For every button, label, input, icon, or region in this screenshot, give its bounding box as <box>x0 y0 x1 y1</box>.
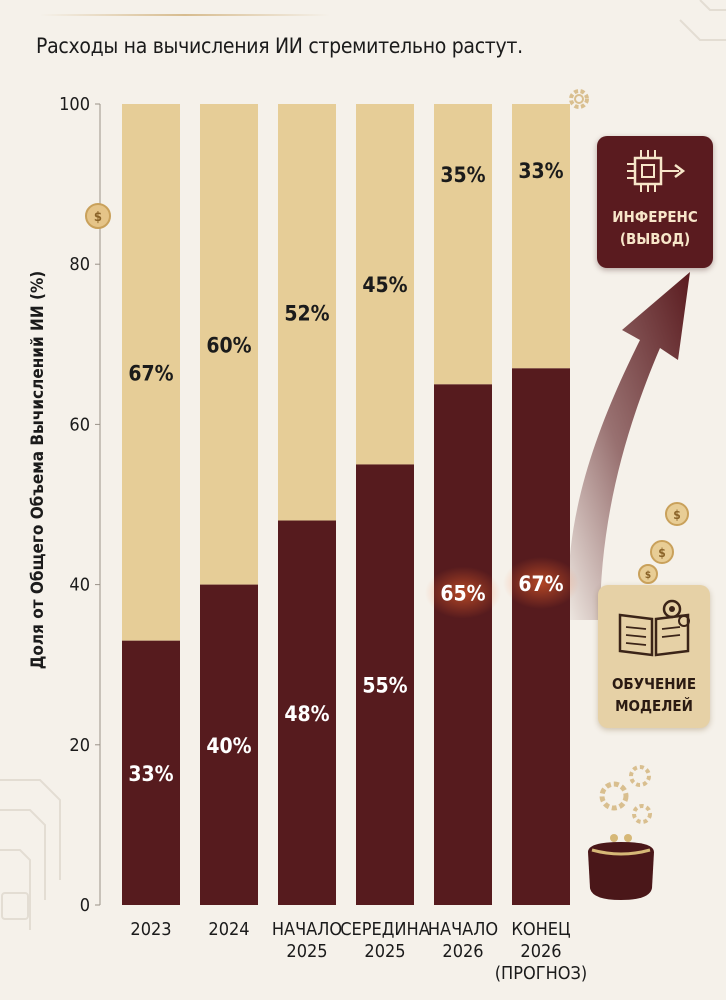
x-tick-label: (ПРОГНОЗ) <box>495 963 588 984</box>
data-label-inference: 60% <box>206 333 251 357</box>
data-label-training: 65% <box>440 582 485 606</box>
top-decorative-rule <box>40 14 330 16</box>
bar-training <box>512 368 570 906</box>
circuit-decoration <box>0 0 726 930</box>
label-glow <box>425 566 501 619</box>
bar-inference <box>122 104 180 641</box>
y-tick-label: 0 <box>80 895 90 916</box>
x-tick-label: НАЧАЛО <box>272 919 342 940</box>
data-label-inference: 45% <box>362 273 407 297</box>
inference-label-line2: (ВЫВОД) <box>619 230 691 248</box>
data-label-training: 33% <box>128 762 173 786</box>
data-label-training: 48% <box>284 702 329 726</box>
coin-purse-icon <box>588 834 654 900</box>
y-axis: 0 20 40 60 80 100 <box>59 94 101 916</box>
coin-stack-icon: $ $ $ <box>638 502 689 584</box>
x-tick-label: 2023 <box>130 919 171 940</box>
bar-training <box>278 520 336 905</box>
y-tick-label: 40 <box>69 575 90 596</box>
y-tick-label: 100 <box>59 94 90 115</box>
chip-arrow-icon <box>627 150 686 192</box>
y-tick-label: 60 <box>69 414 90 435</box>
x-tick-label: СЕРЕДИНА <box>340 919 430 940</box>
training-label-line2: МОДЕЛЕЙ <box>615 697 693 715</box>
x-tick-label: 2024 <box>208 919 249 940</box>
bar-training <box>200 584 258 905</box>
svg-text:$: $ <box>673 508 681 522</box>
bar-inference <box>512 104 570 369</box>
inference-legend-card: ИНФЕРЕНС (ВЫВОД) <box>597 136 713 268</box>
gears-icon <box>599 765 652 824</box>
coin-icon: $ <box>85 203 111 229</box>
data-label-inference: 52% <box>284 301 329 325</box>
book-gears-icon <box>618 599 690 657</box>
svg-text:$: $ <box>658 546 666 560</box>
inference-label-line1: ИНФЕРЕНС <box>612 208 698 226</box>
data-label-inference: 67% <box>128 361 173 385</box>
bar-training <box>356 464 414 905</box>
y-tick-label: 80 <box>69 254 90 275</box>
x-tick-label: 2025 <box>286 941 327 962</box>
growth-arrow-icon <box>568 272 690 620</box>
y-tick-label: 20 <box>69 735 90 756</box>
x-tick-label: КОНЕЦ <box>511 919 570 940</box>
bar-inference <box>278 104 336 521</box>
data-label-training: 67% <box>518 572 563 596</box>
data-label-training: 55% <box>362 674 407 698</box>
bar-inference <box>434 104 492 385</box>
data-label-inference: 33% <box>518 159 563 183</box>
gear-icon <box>569 89 589 109</box>
svg-text:$: $ <box>94 210 102 225</box>
label-glow <box>503 556 579 609</box>
bar-inference <box>356 104 414 465</box>
svg-text:$: $ <box>645 570 651 581</box>
training-legend-card: ОБУЧЕНИЕ МОДЕЛЕЙ <box>598 585 710 728</box>
bar-training <box>434 384 492 906</box>
x-tick-label: 2026 <box>442 941 483 962</box>
x-tick-label: 2026 <box>520 941 561 962</box>
x-tick-label: НАЧАЛО <box>428 919 498 940</box>
data-label-inference: 35% <box>440 163 485 187</box>
bar-training <box>122 640 180 905</box>
x-tick-label: 2025 <box>364 941 405 962</box>
training-label-line1: ОБУЧЕНИЕ <box>611 675 697 693</box>
bar-inference <box>200 104 258 585</box>
chart-title: Расходы на вычисления ИИ стремительно ра… <box>36 34 523 58</box>
data-label-training: 40% <box>206 734 251 758</box>
